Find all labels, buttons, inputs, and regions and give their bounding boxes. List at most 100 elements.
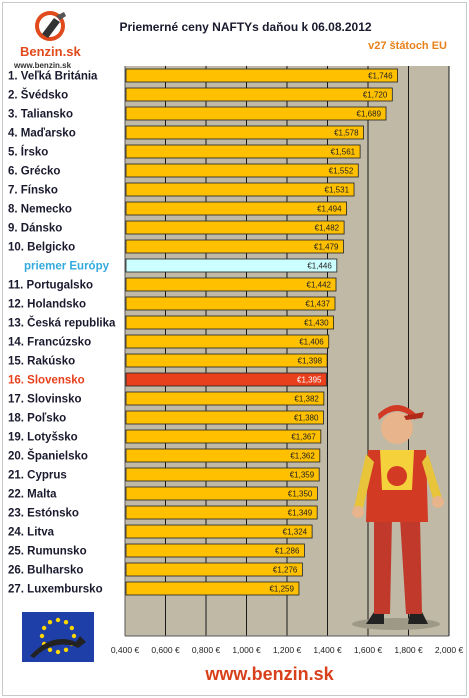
bar — [125, 372, 327, 387]
category-label: 10. Belgicko — [8, 242, 75, 254]
category-label: 25. Rumunsko — [8, 546, 87, 558]
value-label: €1,446 — [307, 262, 332, 271]
category-label: 12. Holandsko — [8, 299, 86, 311]
value-label: €1,494 — [317, 205, 342, 214]
logo-url[interactable]: www.benzin.sk — [14, 61, 72, 70]
category-label: 11. Portugalsko — [8, 280, 93, 292]
eu-star — [41, 625, 47, 631]
category-label: 18. Poľsko — [8, 413, 66, 425]
eu-star — [55, 617, 61, 623]
value-label: €1,367 — [291, 433, 316, 442]
x-tick-label: 1,200 € — [273, 645, 302, 655]
eu-star — [47, 619, 53, 625]
category-label: 16. Slovensko — [8, 375, 85, 387]
bar — [125, 524, 313, 539]
value-label: €1,359 — [290, 471, 315, 480]
eu-star — [63, 619, 69, 625]
value-label: €1,349 — [288, 509, 313, 518]
bar — [125, 448, 321, 463]
category-label: 13. Česká republika — [8, 317, 116, 330]
category-label: 2. Švédsko — [8, 89, 68, 102]
bar — [125, 334, 330, 349]
x-tick-label: 0,600 € — [151, 645, 180, 655]
bar — [125, 201, 347, 216]
category-label: priemer Európy — [24, 261, 110, 273]
footer-url[interactable]: www.benzin.sk — [205, 664, 334, 684]
bar — [125, 68, 398, 83]
category-label: 17. Slovinsko — [8, 394, 82, 406]
chart-subtitle: v27 štátoch EU — [368, 40, 447, 52]
eu-star — [55, 649, 61, 655]
value-label: €1,398 — [298, 357, 323, 366]
category-label: 4. Maďarsko — [8, 128, 76, 140]
bar — [125, 562, 303, 577]
eu-star — [47, 647, 53, 653]
bar — [125, 258, 338, 273]
bar — [125, 429, 322, 444]
bar — [125, 87, 393, 102]
bar — [125, 486, 318, 501]
category-label: 6. Grécko — [8, 166, 60, 178]
category-label: 24. Litva — [8, 527, 55, 539]
x-tick-label: 1,400 € — [313, 645, 342, 655]
value-label: €1,561 — [331, 148, 356, 157]
value-label: €1,324 — [283, 528, 308, 537]
bar — [125, 353, 328, 368]
bar — [125, 144, 361, 159]
bar — [125, 315, 334, 330]
bar — [125, 505, 318, 520]
value-label: €1,442 — [307, 281, 332, 290]
category-label: 14. Francúzsko — [8, 337, 91, 349]
category-label: 1. Veľká Británia — [8, 71, 98, 83]
eu-star — [39, 633, 45, 639]
value-label: €1,276 — [273, 566, 298, 575]
value-label: €1,482 — [315, 224, 340, 233]
category-label: 20. Španielsko — [8, 450, 88, 463]
category-label: 8. Nemecko — [8, 204, 72, 216]
category-label: 19. Lotyšsko — [8, 432, 78, 444]
category-label: 9. Dánsko — [8, 223, 62, 235]
value-label: €1,578 — [334, 129, 359, 138]
bar — [125, 581, 300, 596]
value-label: €1,286 — [275, 547, 300, 556]
bar — [125, 410, 324, 425]
eu-star — [63, 647, 69, 653]
value-label: €1,689 — [357, 110, 382, 119]
mechanic-illustration — [352, 405, 444, 630]
bar — [125, 543, 305, 558]
value-label: €1,746 — [368, 72, 393, 81]
bar — [125, 182, 355, 197]
value-label: €1,350 — [288, 490, 313, 499]
category-label: 23. Estónsko — [8, 508, 79, 520]
eu-star — [69, 625, 75, 631]
x-tick-label: 2,000 € — [435, 645, 464, 655]
category-label: 3. Taliansko — [8, 109, 73, 121]
category-label: 27. Luxembursko — [8, 584, 103, 596]
x-tick-label: 0,400 € — [111, 645, 140, 655]
bar — [125, 467, 320, 482]
x-tick-label: 1,000 € — [232, 645, 261, 655]
benzin-logo: Benzin.sk www.benzin.sk — [4, 8, 96, 70]
bar — [125, 163, 359, 178]
category-label: 22. Malta — [8, 489, 57, 501]
value-label: €1,531 — [325, 186, 350, 195]
category-label: 7. Fínsko — [8, 185, 58, 197]
logo-text: Benzin.sk — [20, 44, 81, 59]
category-label: 15. Rakúsko — [8, 356, 75, 368]
x-tick-label: 1,800 € — [394, 645, 423, 655]
value-label: €1,362 — [290, 452, 315, 461]
value-label: €1,552 — [329, 167, 354, 176]
category-label: 26. Bulharsko — [8, 565, 83, 577]
value-label: €1,437 — [306, 300, 331, 309]
value-label: €1,720 — [363, 91, 388, 100]
bar — [125, 125, 364, 140]
value-label: €1,380 — [294, 414, 319, 423]
bar — [125, 296, 336, 311]
bar — [125, 277, 337, 292]
value-label: €1,395 — [297, 376, 322, 385]
chart-title: Priemerné ceny NAFTYs daňou k 06.08.2012 — [119, 20, 372, 34]
eu-flag-icon — [22, 612, 94, 662]
value-label: €1,479 — [314, 243, 339, 252]
value-label: €1,430 — [304, 319, 329, 328]
